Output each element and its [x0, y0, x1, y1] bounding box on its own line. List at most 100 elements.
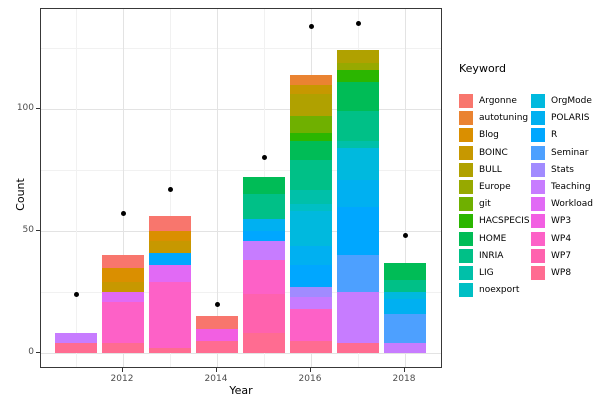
y-axis-title: Count — [13, 178, 27, 211]
bar-segment-boinc-2016 — [290, 84, 332, 95]
legend-swatch-stats — [531, 162, 545, 177]
bar-segment-orgmode-2016 — [290, 211, 332, 246]
y-tick-mark — [36, 352, 40, 353]
bar-segment-wp8-2011 — [55, 343, 97, 353]
y-tick-mark — [36, 230, 40, 231]
bar-segment-r-2017 — [337, 206, 379, 256]
bar-segment-wp8-2014 — [196, 340, 238, 353]
legend-label-wp8: WP8 — [551, 268, 572, 278]
plot-panel — [40, 8, 442, 368]
legend-swatch-git — [459, 197, 473, 212]
bar-segment-teaching-2018 — [384, 343, 426, 353]
bar-segment-inria-2018 — [384, 279, 426, 292]
legend-swatch-teaching — [531, 180, 545, 194]
gridline-x-major — [405, 9, 406, 367]
gridline-y-minor — [41, 170, 441, 171]
bar-segment-wp4-2015 — [243, 260, 285, 295]
x-tick-label: 2014 — [204, 374, 228, 384]
x-tick-mark — [404, 368, 405, 372]
bar-segment-workload-2012 — [102, 292, 144, 302]
legend-swatch-blog — [459, 128, 473, 143]
x-tick-mark — [216, 368, 217, 372]
bar-segment-inria-2015 — [243, 194, 285, 219]
x-tick-label: 2012 — [110, 374, 134, 384]
bar-segment-r-2015 — [243, 231, 285, 241]
legend-label-r: R — [551, 130, 558, 141]
bar-segment-polaris-2016 — [290, 245, 332, 266]
legend-label-home: HOME — [479, 233, 507, 244]
x-tick-label: 2016 — [298, 374, 322, 384]
legend-swatch-hacspecis — [459, 214, 473, 229]
y-tick-label: 0 — [28, 347, 34, 357]
bar-segment-argonne-2012 — [102, 255, 144, 268]
legend-label-wp7: WP7 — [551, 250, 572, 261]
bar-segment-wp4-2013 — [149, 282, 191, 349]
bar-segment-workload-2013 — [149, 265, 191, 283]
bar-segment-argonne-2014 — [196, 316, 238, 329]
bar-segment-teaching-2017 — [337, 292, 379, 344]
legend-swatch-autotuning — [459, 111, 473, 126]
gridline-y-major — [41, 231, 441, 232]
bar-segment-hacspecis-2016 — [290, 133, 332, 141]
legend-swatch-r — [531, 128, 545, 143]
bar-segment-home-2017 — [337, 82, 379, 112]
gridline-x-major — [123, 9, 124, 367]
gridline-x-minor — [76, 9, 77, 367]
bar-segment-boinc-2013 — [149, 240, 191, 253]
data-point-dot-2013 — [167, 187, 173, 193]
y-tick-label: 100 — [16, 103, 34, 113]
data-point-dot-2018 — [402, 233, 408, 239]
data-point-dot-2011 — [73, 291, 79, 297]
gridline-y-minor — [41, 48, 441, 49]
bar-segment-noexport-2016 — [290, 204, 332, 212]
gridline-y-major — [41, 109, 441, 110]
gridline-x-major — [217, 9, 218, 367]
legend-swatch-argonne — [459, 94, 473, 108]
bar-segment-polaris-2018 — [384, 299, 426, 314]
bar-segment-teaching-2011 — [55, 333, 97, 344]
x-tick-mark — [122, 368, 123, 372]
x-tick-label: 2018 — [392, 374, 416, 384]
legend-swatch-wp3 — [531, 214, 545, 229]
bar-segment-bull-2017 — [337, 50, 379, 63]
legend-label-teaching: Teaching — [551, 182, 591, 192]
legend-label-polaris: POLARIS — [551, 113, 590, 124]
legend-swatch-boinc — [459, 145, 473, 160]
legend-label-seminar: Seminar — [551, 147, 589, 158]
gridline-y-major — [41, 353, 441, 354]
legend-label-inria: INRIA — [479, 250, 504, 261]
legend-label-orgmode: OrgMode — [551, 96, 592, 106]
bar-segment-wp8-2012 — [102, 343, 144, 353]
legend-swatch-wp8 — [531, 266, 545, 280]
legend-swatch-polaris — [531, 111, 545, 126]
legend-title: Keyword — [459, 62, 506, 75]
legend-label-europe: Europe — [479, 182, 511, 192]
bar-segment-argonne-2013 — [149, 216, 191, 231]
bar-segment-polaris-2015 — [243, 218, 285, 231]
bar-segment-inria-2017 — [337, 111, 379, 141]
legend-label-git: git — [479, 199, 491, 210]
data-point-dot-2015 — [261, 155, 267, 161]
legend-label-lig: LIG — [479, 268, 494, 278]
y-tick-label: 50 — [22, 225, 34, 235]
bar-segment-hacspecis-2017 — [337, 69, 379, 83]
data-point-dot-2016 — [308, 23, 314, 29]
legend-swatch-workload — [531, 197, 545, 212]
legend-swatch-europe — [459, 180, 473, 194]
bar-segment-teaching-2016 — [290, 296, 332, 310]
legend-label-hacspecis: HACSPECIS — [479, 216, 530, 227]
bar-segment-wp8-2017 — [337, 343, 379, 353]
bar-segment-r-2016 — [290, 265, 332, 288]
bar-segment-lig-2016 — [290, 189, 332, 205]
bar-segment-seminar-2017 — [337, 255, 379, 292]
bar-segment-wp4-2016 — [290, 309, 332, 341]
bar-segment-polaris-2017 — [337, 179, 379, 207]
bar-segment-blog-2012 — [102, 267, 144, 283]
bar-segment-wp4-2012 — [102, 301, 144, 344]
data-point-dot-2012 — [120, 211, 126, 217]
bar-segment-europe-2017 — [337, 62, 379, 70]
bar-segment-r-2013 — [149, 252, 191, 266]
bar-segment-seminar-2018 — [384, 313, 426, 344]
legend-label-autotuning: autotuning — [479, 113, 529, 124]
legend-label-workload: Workload — [551, 199, 594, 210]
